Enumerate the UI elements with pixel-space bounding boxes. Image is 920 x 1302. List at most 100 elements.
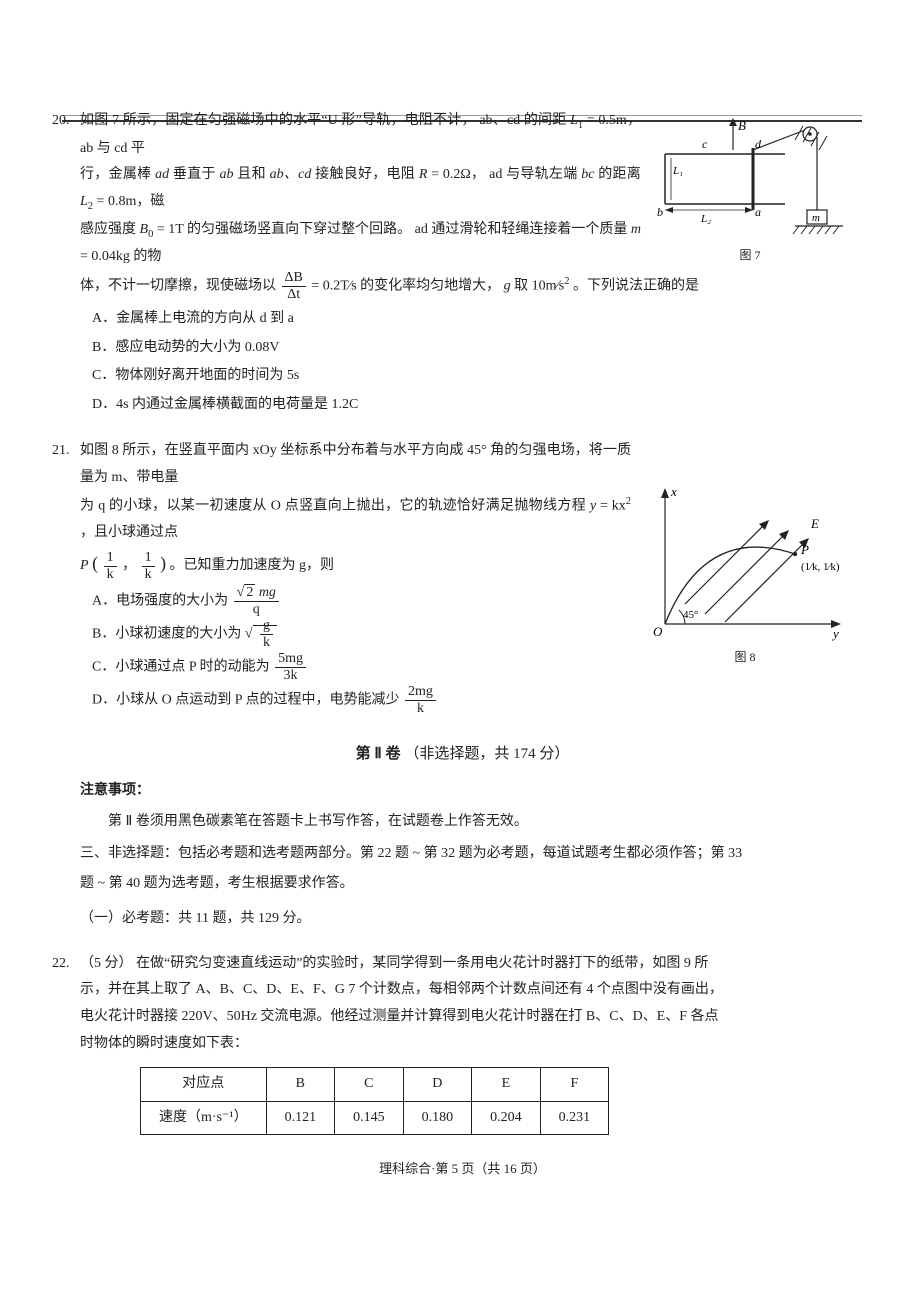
table-cell: 0.231	[540, 1101, 609, 1135]
q20-text: 接触良好，电阻	[315, 167, 419, 182]
figure-7-container: m B	[655, 112, 845, 267]
fig8-P-coords: (1⁄k, 1⁄k)	[801, 561, 840, 573]
table-cell-label: 对应点	[141, 1068, 267, 1102]
figure-7-svg: m B	[655, 112, 845, 242]
fig8-O: O	[653, 624, 663, 639]
q20-option-b: B．感应电动势的大小为 0.08V	[92, 335, 845, 362]
figure-7-caption: 图 7	[655, 244, 845, 267]
table-row-header: 对应点 B C D E F	[141, 1068, 609, 1102]
q21-optB-text: B．小球初速度的大小为	[92, 626, 241, 641]
q20-text: 感应强度	[80, 222, 140, 237]
q20-text: ab、cd 的间距	[479, 113, 570, 128]
table-cell-label: 速度（m·s⁻¹）	[141, 1101, 267, 1135]
q20-options: A．金属棒上电流的方向从 d 到 a B．感应电动势的大小为 0.08V C．物…	[80, 306, 845, 418]
q20-text: 。下列说法正确的是	[573, 279, 699, 294]
q20-text: = 0.8m，磁	[93, 194, 164, 209]
notice-body: 第 Ⅱ 卷须用黑色碳素笔在答题卡上书写作答，在试题卷上作答无效。	[80, 809, 845, 836]
q21-number: 21.	[52, 438, 70, 465]
q20-sym: g	[504, 279, 511, 294]
fig8-P: P	[800, 542, 809, 557]
question-20: 20. m	[80, 108, 845, 420]
sep: ，	[122, 558, 136, 573]
q22-text: 在做“研究匀变速直线运动”的实验时，某同学得到一条用电火花计时器打下的纸带，如图…	[136, 956, 708, 971]
sqrt-arg: g k	[253, 625, 278, 641]
q20-option-a: A．金属棒上电流的方向从 d 到 a	[92, 306, 845, 333]
frac-num: 5mg	[275, 652, 306, 668]
table-cell: F	[540, 1068, 609, 1102]
q21-option-d: D．小球从 O 点运动到 P 点的过程中，电势能减少 2mg k	[92, 685, 845, 716]
frac: g k	[260, 619, 273, 650]
table-row-values: 速度（m·s⁻¹） 0.121 0.145 0.180 0.204 0.231	[141, 1101, 609, 1135]
fig7-label-c: c	[702, 137, 708, 151]
paren-close: )	[160, 553, 166, 573]
q21-optC-frac: 5mg 3k	[275, 652, 306, 683]
fig7-label-L1: L₁	[672, 165, 683, 177]
frac-num: ΔB	[282, 271, 306, 287]
frac-num: 1	[142, 551, 155, 567]
q20-text: 的距离	[598, 167, 641, 182]
tail: mg	[255, 585, 276, 600]
q22-number: 22.	[52, 951, 70, 978]
fig7-label-b: b	[657, 205, 663, 219]
q20-text: = 0.04kg 的物	[80, 249, 161, 264]
q21-optA-frac: √2 mg q	[234, 586, 279, 617]
q20-option-c: C．物体刚好离开地面的时间为 5s	[92, 363, 845, 390]
fig7-label-B: B	[738, 118, 746, 133]
section-3-desc: 三、非选择题：包括必考题和选考题两部分。第 22 题 ~ 第 32 题为必考题，…	[80, 839, 845, 898]
q20-sym: L	[80, 194, 88, 209]
fig7-label-m: m	[812, 212, 820, 224]
fig8-y: y	[831, 626, 839, 641]
figure-8-caption: 图 8	[645, 646, 845, 669]
question-22: 22. （5 分） 在做“研究匀变速直线运动”的实验时，某同学得到一条用电火花计…	[80, 951, 845, 1136]
q20-text: ad 与导轨左端	[489, 167, 581, 182]
q20-text: 行，金属棒	[80, 167, 155, 182]
table-cell: E	[472, 1068, 541, 1102]
table-cell: D	[403, 1068, 472, 1102]
table-cell: 0.121	[266, 1101, 335, 1135]
required-subheading: （一）必考题：共 11 题，共 129 分。	[80, 906, 845, 933]
q21-text: 为 q 的小球，以某一初速度从 O 点竖直向上抛出，它的轨迹恰好满足抛物线方程	[80, 498, 590, 513]
figure-8-svg: O y x 45° E P	[645, 484, 845, 644]
frac-den: k	[260, 635, 273, 650]
q20-text: ab 与 cd 平	[80, 141, 145, 156]
frac-den: 3k	[275, 668, 306, 683]
q22-score: （5 分）	[80, 956, 133, 971]
sqrt-arg: 2	[244, 584, 255, 600]
table-cell: B	[266, 1068, 335, 1102]
q22-text: 电火花计时器接 220V、50Hz 交流电源。他经过测量并计算得到电火花计时器在…	[80, 1009, 719, 1024]
q20-text: 垂直于	[173, 167, 220, 182]
q20-number: 20.	[52, 108, 70, 135]
fig7-label-a: a	[755, 205, 761, 219]
q20-sup: 2	[564, 276, 569, 287]
frac-num: 1	[104, 551, 117, 567]
q20-text: ad 通过滑轮和轻绳连接着一个质量	[415, 222, 631, 237]
q21-optB-sqrt: √ g k	[245, 619, 277, 650]
frac-num: g	[260, 619, 273, 635]
q21-sym: P	[80, 558, 89, 573]
paren-open: (	[92, 553, 98, 573]
q20-sym: L	[570, 113, 578, 128]
frac-num: 2mg	[405, 685, 436, 701]
fig7-label-d: d	[755, 137, 762, 151]
table-cell: C	[335, 1068, 404, 1102]
q20-text: 取 10m∕s	[511, 279, 565, 294]
q20-text: = 1T 的匀强磁场竖直向下穿过整个回路。	[153, 222, 411, 237]
notice-heading: 注意事项：	[80, 778, 845, 805]
q20-text: = 0.2T∕s	[311, 279, 356, 294]
q20-text: = 0.2Ω，	[427, 167, 485, 182]
page-footer: 理科综合·第 5 页（共 16 页）	[80, 1157, 845, 1182]
fig7-label-L2: L₂	[700, 213, 711, 225]
q20-sym: B	[140, 222, 149, 237]
q20-text: 如图 7 所示，固定在匀强磁场中的水平“U 形”导轨，电阻不计，	[80, 113, 476, 128]
part2-title: 第 Ⅱ 卷 （非选择题，共 174 分）	[80, 740, 845, 769]
q21-text: 如图 8 所示，在竖直平面内 xOy 坐标系中分布着与水平方向成 45° 角的匀…	[80, 443, 631, 485]
q21-P-x: 1k	[104, 551, 117, 582]
q22-stem: （5 分） 在做“研究匀变速直线运动”的实验时，某同学得到一条用电火花计时器打下…	[80, 951, 845, 1057]
table-cell: 0.204	[472, 1101, 541, 1135]
question-21: 21. O y x 45°	[80, 438, 845, 717]
q20-text: = 0.5m，	[583, 113, 641, 128]
q21-optD-text: D．小球从 O 点运动到 P 点的过程中，电势能减少	[92, 692, 400, 707]
q20-text: 的变化率均匀地增大，	[360, 279, 500, 294]
q21-text: = kx	[596, 498, 626, 513]
q22-text: 时物体的瞬时速度如下表：	[80, 1036, 248, 1051]
